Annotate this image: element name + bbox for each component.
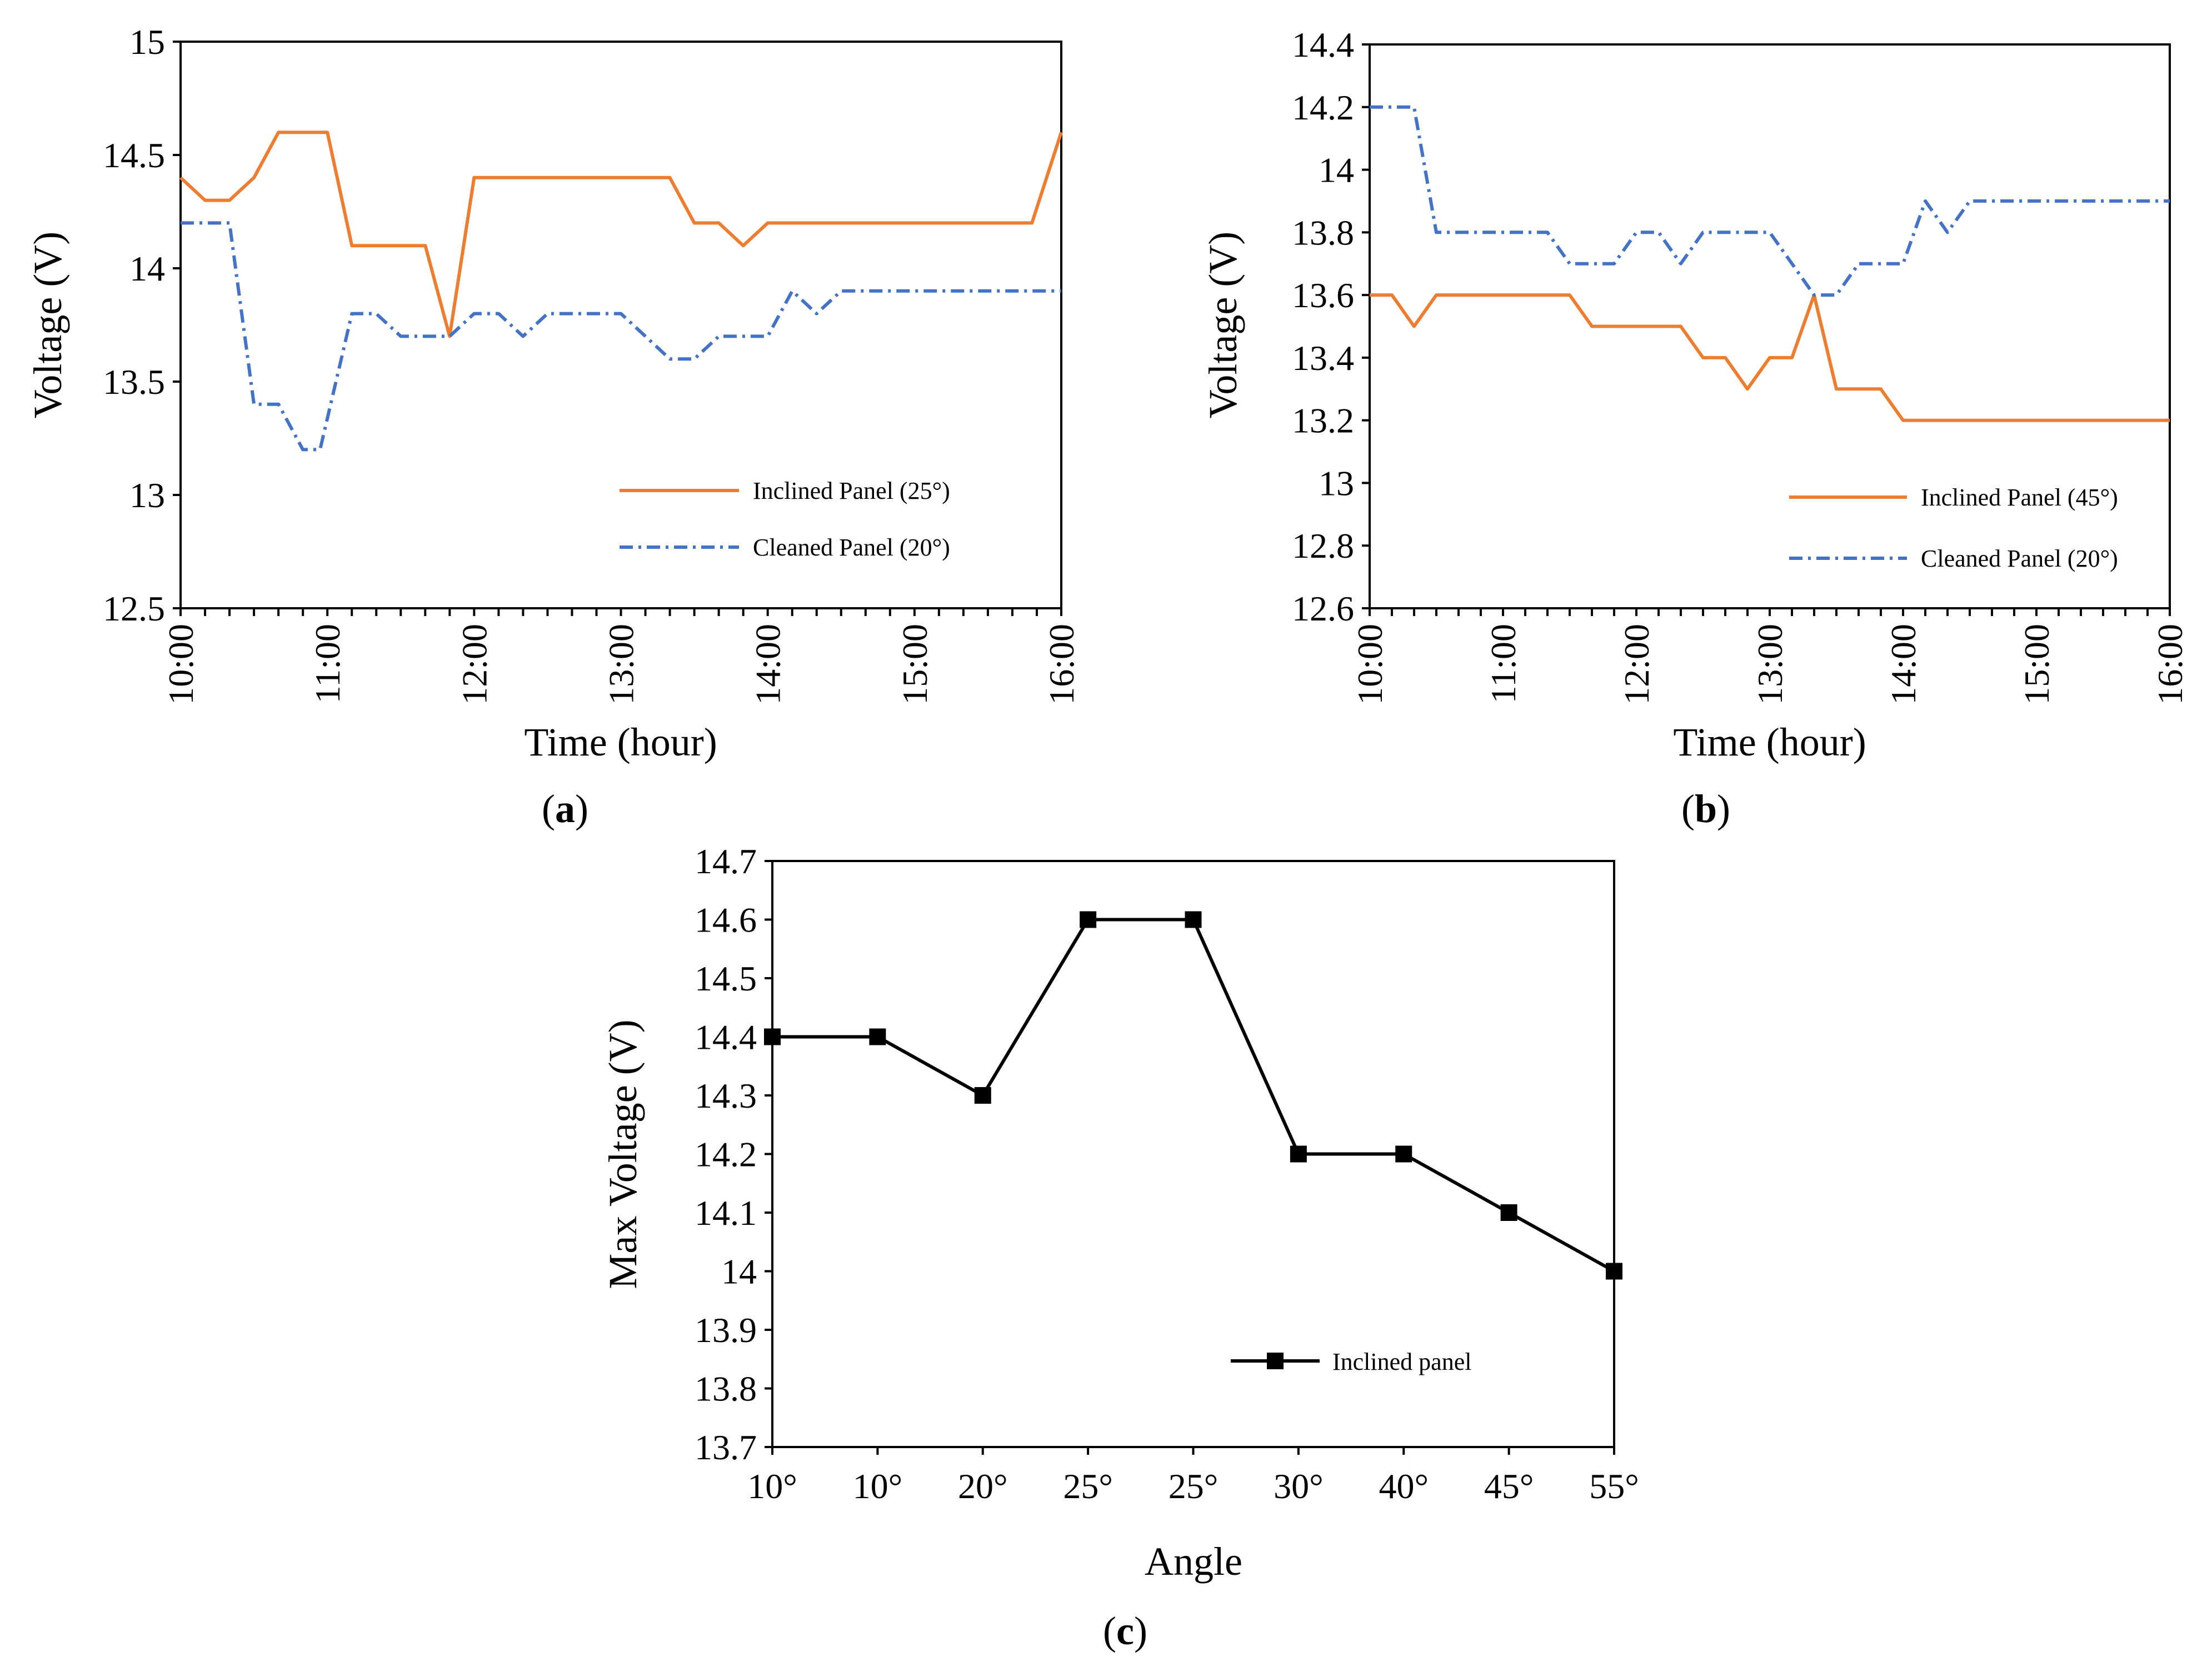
chart-c-data-point xyxy=(1080,911,1097,928)
chart-c-x-tick-label: 25° xyxy=(1169,1466,1219,1506)
chart-a-y-tick-label: 15 xyxy=(129,22,165,62)
chart-c-y-tick-label: 14.3 xyxy=(695,1076,757,1115)
chart-b-y-tick-label: 13 xyxy=(1319,463,1354,503)
chart-b-x-tick-label: 15:00 xyxy=(2017,624,2056,705)
chart-c-y-tick-label: 14.6 xyxy=(695,900,757,940)
chart-c-x-tick-label: 30° xyxy=(1274,1466,1324,1506)
chart-b-y-tick-label: 12.8 xyxy=(1292,526,1354,565)
chart-b-x-tick-label: 11:00 xyxy=(1484,624,1523,703)
chart-b-y-tick-label: 14.4 xyxy=(1292,25,1354,64)
chart-a-y-tick-label: 13.5 xyxy=(103,362,165,402)
chart-a-panel-label: (a) xyxy=(542,787,588,831)
chart-b-y-tick-label: 13.4 xyxy=(1292,338,1354,378)
chart-b-series-cleaned xyxy=(1370,105,2170,297)
chart-c-panel-label: (c) xyxy=(1103,1609,1147,1653)
chart-b-x-tick-label: 16:00 xyxy=(2150,624,2190,705)
chart-c-x-tick-label: 25° xyxy=(1063,1466,1113,1506)
chart-c-data-point xyxy=(1606,1263,1622,1280)
chart-b-y-tick-label: 14 xyxy=(1319,151,1354,190)
chart-c-y-tick-label: 13.7 xyxy=(695,1428,757,1467)
chart-c-legend-label: Inclined panel xyxy=(1332,1348,1471,1375)
chart-b-x-tick-label: 14:00 xyxy=(1884,624,1923,705)
chart-c-y-tick-label: 14.4 xyxy=(695,1018,757,1057)
chart-b-y-tick-label: 12.6 xyxy=(1292,589,1354,628)
chart-b-panel-label: (b) xyxy=(1681,787,1730,831)
chart-b-y-tick-label: 13.2 xyxy=(1292,401,1354,440)
chart-b-legend: Inclined Panel (45°) Cleaned Panel (20°) xyxy=(1789,484,2118,572)
chart-c-x-axis-title: Angle xyxy=(1145,1539,1242,1584)
chart-c-x-tick-label: 40° xyxy=(1379,1466,1429,1506)
chart-c-y-tick-label: 13.9 xyxy=(695,1310,757,1350)
chart-a-y-tick-label: 12.5 xyxy=(103,589,165,628)
chart-a-series-cleaned xyxy=(181,221,1061,452)
chart-b-x-tick-label: 10:00 xyxy=(1350,624,1390,705)
chart-c-series-line xyxy=(772,918,1615,1273)
chart-c-data-point xyxy=(1395,1145,1412,1163)
chart-c-data-point xyxy=(869,1028,886,1045)
chart-c-legend-marker xyxy=(1267,1353,1284,1369)
chart-b-y-tick-label: 13.8 xyxy=(1292,213,1354,252)
chart-c-data-point xyxy=(1185,911,1202,928)
chart-a-y-tick-label: 14 xyxy=(129,249,165,288)
chart-b-y-axis-title: Voltage (V) xyxy=(1201,232,1245,419)
chart-c-plot-frame xyxy=(771,860,1615,1448)
chart-a-x-tick-label: 14:00 xyxy=(748,624,788,705)
chart-c-legend: Inclined panel xyxy=(1231,1348,1471,1375)
chart-c-x-tick-label: 20° xyxy=(958,1466,1008,1506)
chart-b-x-tick-label: 12:00 xyxy=(1617,624,1656,705)
chart-b-x-tick-label: 13:00 xyxy=(1750,624,1790,705)
chart-c-y-tick-label: 14 xyxy=(721,1252,757,1291)
chart-a-x-axis-title: Time (hour) xyxy=(524,720,717,764)
chart-c-y-tick-label: 14.1 xyxy=(695,1193,757,1233)
chart-a-legend-label-inclined: Inclined Panel (25°) xyxy=(753,477,950,504)
chart-b-legend-label-cleaned: Cleaned Panel (20°) xyxy=(1921,545,2118,572)
chart-c-y-tick-label: 13.8 xyxy=(695,1369,757,1409)
chart-c-y-tick-label: 14.5 xyxy=(695,959,757,998)
chart-b-plot-frame xyxy=(1369,43,2171,609)
chart-a-legend: Inclined Panel (25°) Cleaned Panel (20°) xyxy=(620,477,950,561)
chart-c-x-tick-label: 10° xyxy=(747,1466,797,1506)
chart-b-y-tick-label: 13.6 xyxy=(1292,276,1354,315)
chart-c-y-tick-label: 14.2 xyxy=(695,1135,757,1174)
chart-c-x-tick-label: 45° xyxy=(1484,1466,1534,1506)
chart-a-y-tick-label: 14.5 xyxy=(103,136,165,175)
chart-b-x-axis-title: Time (hour) xyxy=(1673,720,1866,764)
chart-c-x-tick-label: 10° xyxy=(853,1466,903,1506)
chart-c-x-tick-label: 55° xyxy=(1589,1466,1639,1506)
chart-c-y-tick-label: 14.7 xyxy=(695,842,757,881)
chart-a-x-tick-label: 12:00 xyxy=(455,624,494,705)
chart-a-y-tick-label: 13 xyxy=(129,475,165,515)
chart-c-y-axis-title: Max Voltage (V) xyxy=(601,1019,645,1289)
chart-c-data-point xyxy=(974,1087,991,1104)
chart-a-legend-label-cleaned: Cleaned Panel (20°) xyxy=(753,534,950,561)
chart-c-data-point xyxy=(1290,1145,1307,1163)
chart-a-plot-frame xyxy=(179,41,1062,609)
chart-b-legend-label-inclined: Inclined Panel (45°) xyxy=(1921,484,2118,511)
chart-c-data-point xyxy=(1500,1204,1517,1221)
chart-a-x-tick-label: 15:00 xyxy=(895,624,935,705)
chart-a-x-tick-label: 11:00 xyxy=(308,624,347,703)
chart-a: 12.5 13 13.5 14 14.5 15 10:00 11:00 12:00 13:00 1… xyxy=(26,22,1081,831)
chart-a-series-inclined xyxy=(179,131,1063,338)
chart-b-panel-letter: b xyxy=(1695,787,1717,831)
chart-b-y-tick-label: 14.2 xyxy=(1292,88,1354,127)
chart-b: 12.6 12.8 13 13.2 13.4 13.6 13.8 14 14.2 14.4 10:… xyxy=(1201,25,2190,831)
chart-b-series-inclined xyxy=(1370,293,2170,422)
chart-a-x-tick-label: 13:00 xyxy=(602,624,641,705)
chart-a-y-axis-title: Voltage (V) xyxy=(26,232,70,419)
chart-a-x-tick-label: 16:00 xyxy=(1042,624,1081,705)
chart-c-data-point xyxy=(764,1028,781,1045)
chart-a-panel-letter: a xyxy=(555,787,575,831)
chart-c-panel-letter: c xyxy=(1116,1609,1134,1653)
chart-a-x-tick-label: 10:00 xyxy=(161,624,201,705)
chart-c: 13.7 13.8 13.9 14 14.1 14.2 14.3 14.4 14.5 14.6 14… xyxy=(601,842,1639,1653)
